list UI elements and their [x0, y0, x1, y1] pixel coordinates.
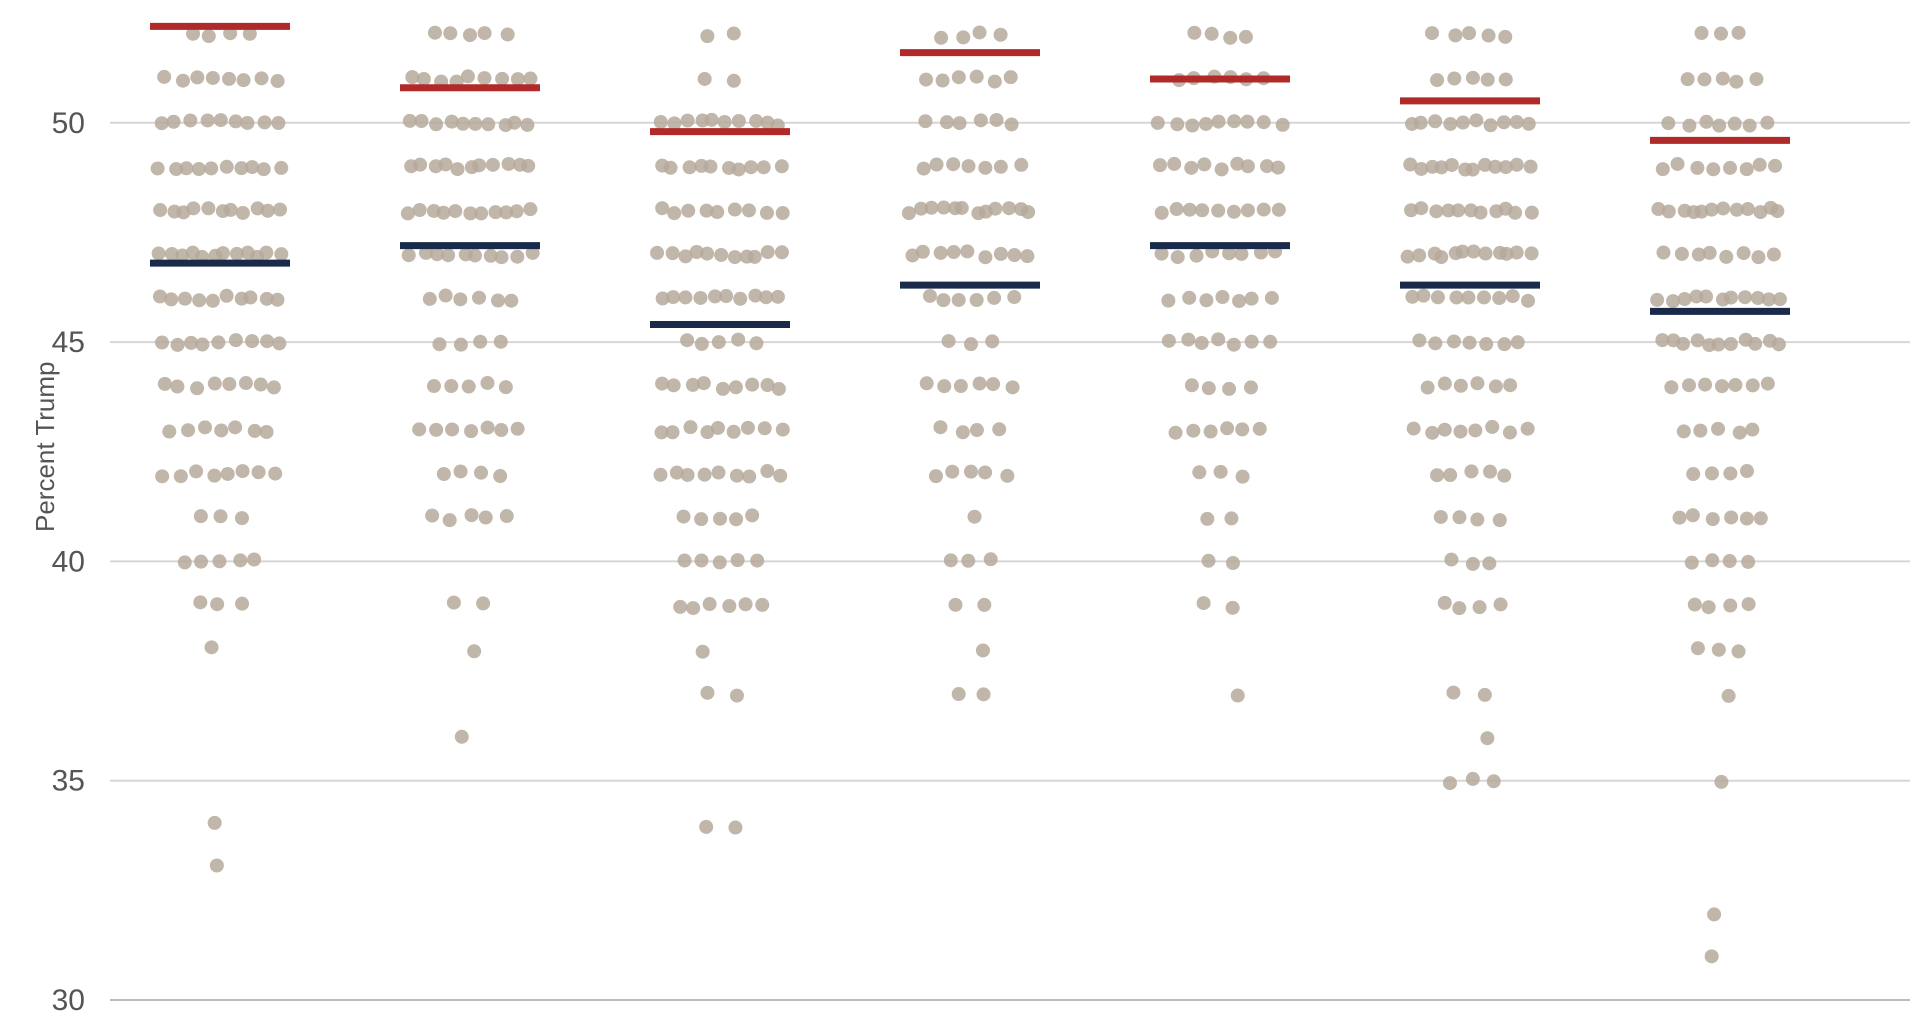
y-tick-label: 30: [52, 984, 85, 1017]
y-tick-label: 50: [52, 107, 85, 140]
strip-chart: 30 35 40 45 50: [0, 0, 1920, 1024]
y-tick-label: 45: [52, 326, 85, 359]
y-axis-label: Percent Trump: [30, 361, 61, 532]
y-tick-label: 35: [52, 765, 85, 798]
y-tick-label: 40: [52, 545, 85, 578]
